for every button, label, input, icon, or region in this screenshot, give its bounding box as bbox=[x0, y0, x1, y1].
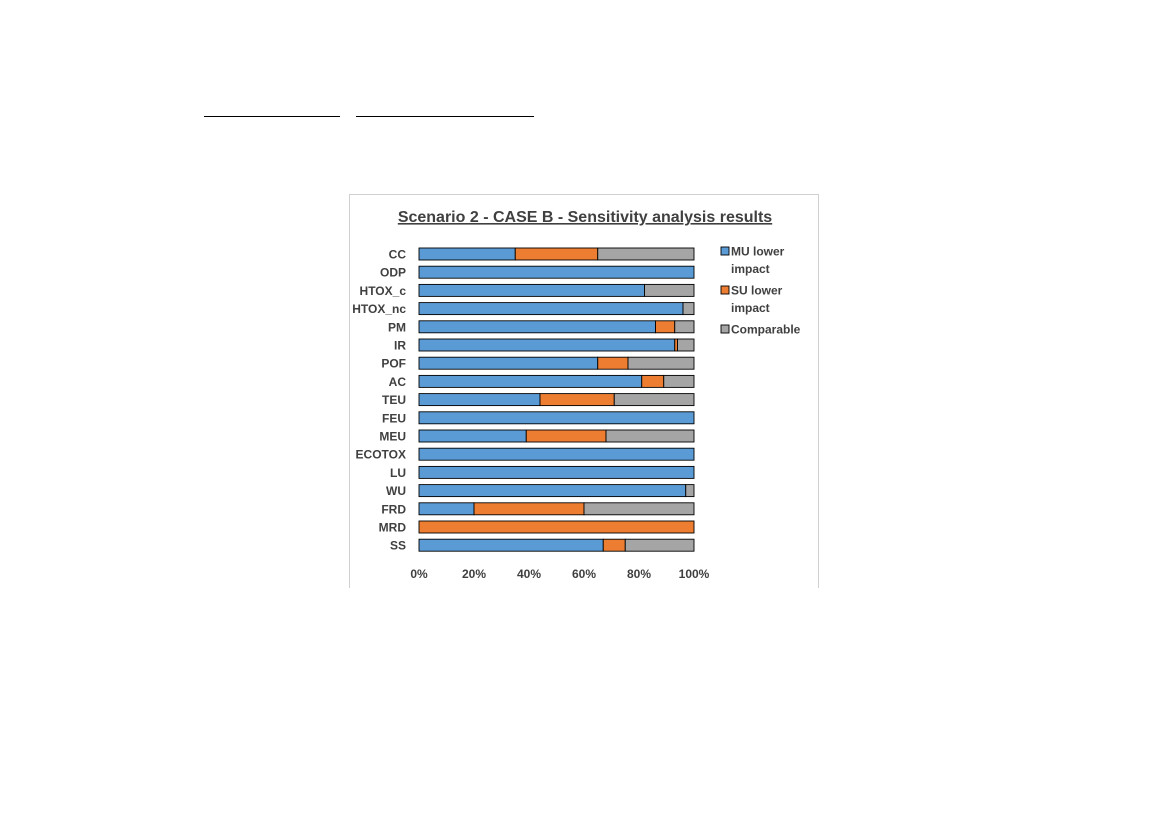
bar-ir-comparable bbox=[677, 338, 695, 352]
bar-lu-mu-lower-impact bbox=[418, 465, 695, 479]
legend-swatch-comparable bbox=[720, 324, 730, 334]
bar-wu-mu-lower-impact bbox=[418, 484, 687, 498]
bar-ecotox-mu-lower-impact bbox=[418, 447, 695, 461]
x-tick-60: 60% bbox=[572, 567, 596, 581]
category-label-ac: AC bbox=[389, 375, 407, 389]
category-label-ecotox: ECOTOX bbox=[356, 448, 406, 462]
category-labels: CC ODP HTOX_c HTOX_nc PM IR POF AC TEU FEU MEU ECOT… bbox=[352, 248, 406, 553]
category-label-ir: IR bbox=[394, 339, 406, 353]
category-label-lu: LU bbox=[390, 466, 406, 480]
bar-meu-comparable bbox=[605, 429, 695, 443]
x-tick-20: 20% bbox=[462, 567, 486, 581]
bar-frd-su-lower-impact bbox=[473, 502, 585, 516]
category-label-htox-c: HTOX_c bbox=[360, 284, 407, 298]
bar-pof-mu-lower-impact bbox=[418, 356, 599, 370]
bar-cc-mu-lower-impact bbox=[418, 247, 516, 261]
bar-htox-nc-mu-lower-impact bbox=[418, 302, 684, 316]
bar-teu-comparable bbox=[613, 393, 695, 407]
category-label-frd: FRD bbox=[381, 502, 406, 516]
bar-ac-mu-lower-impact bbox=[418, 374, 643, 388]
bar-htox-c-comparable bbox=[644, 283, 695, 297]
legend-label-comparable: Comparable bbox=[731, 323, 801, 337]
legend-label-su-lower-impact: SU lower impact bbox=[731, 284, 783, 316]
bar-cc-su-lower-impact bbox=[514, 247, 599, 261]
category-label-odp: ODP bbox=[380, 266, 406, 280]
bar-ss-su-lower-impact bbox=[602, 538, 626, 552]
legend-swatch-su-lower-impact bbox=[720, 285, 730, 295]
category-label-pm: PM bbox=[388, 320, 406, 334]
bar-meu-su-lower-impact bbox=[525, 429, 607, 443]
x-tick-100: 100% bbox=[679, 567, 710, 581]
bar-ss-mu-lower-impact bbox=[418, 538, 604, 552]
bar-pm-su-lower-impact bbox=[655, 320, 676, 334]
bar-teu-su-lower-impact bbox=[539, 393, 615, 407]
category-label-wu: WU bbox=[386, 484, 406, 498]
stacked-bar-chart: Scenario 2 - CASE B - Sensitivity analys… bbox=[352, 209, 801, 581]
bar-mrd-su-lower-impact bbox=[418, 520, 695, 534]
bar-ir-mu-lower-impact bbox=[418, 338, 676, 352]
category-label-ss: SS bbox=[390, 539, 406, 553]
legend-label-mu-lower-impact: MU lower impact bbox=[731, 245, 785, 277]
category-label-cc: CC bbox=[389, 248, 407, 262]
x-axis-ticks: 0% 20% 40% 60% 80% 100% bbox=[410, 567, 709, 581]
x-tick-80: 80% bbox=[627, 567, 651, 581]
bar-ac-comparable bbox=[663, 374, 695, 388]
category-label-teu: TEU bbox=[382, 393, 406, 407]
legend: MU lower impact SU lower impact Comparable bbox=[720, 245, 801, 337]
bar-htox-nc-comparable bbox=[682, 302, 695, 316]
bar-pof-comparable bbox=[627, 356, 695, 370]
legend-swatch-mu-lower-impact bbox=[720, 246, 730, 256]
bar-wu-comparable bbox=[685, 484, 695, 498]
bar-ss-comparable bbox=[624, 538, 695, 552]
bars bbox=[418, 247, 695, 552]
x-tick-40: 40% bbox=[517, 567, 541, 581]
category-label-mrd: MRD bbox=[379, 521, 407, 535]
x-tick-0: 0% bbox=[410, 567, 428, 581]
bar-pm-mu-lower-impact bbox=[418, 320, 656, 334]
bar-teu-mu-lower-impact bbox=[418, 393, 541, 407]
bar-odp-mu-lower-impact bbox=[418, 265, 695, 279]
chart-title: Scenario 2 - CASE B - Sensitivity analys… bbox=[398, 209, 772, 226]
chart-container: Scenario 2 - CASE B - Sensitivity analys… bbox=[349, 194, 819, 588]
bar-meu-mu-lower-impact bbox=[418, 429, 527, 443]
category-label-feu: FEU bbox=[382, 411, 406, 425]
bar-feu-mu-lower-impact bbox=[418, 411, 695, 425]
bar-frd-comparable bbox=[583, 502, 695, 516]
category-label-meu: MEU bbox=[379, 430, 406, 444]
bar-pof-su-lower-impact bbox=[597, 356, 629, 370]
bar-ac-su-lower-impact bbox=[641, 374, 665, 388]
header-rule-right bbox=[356, 116, 534, 117]
category-label-pof: POF bbox=[381, 357, 406, 371]
category-label-htox-nc: HTOX_nc bbox=[352, 302, 406, 316]
bar-pm-comparable bbox=[674, 320, 695, 334]
header-rule-left bbox=[204, 116, 340, 117]
bar-cc-comparable bbox=[597, 247, 695, 261]
bar-frd-mu-lower-impact bbox=[418, 502, 475, 516]
bar-htox-c-mu-lower-impact bbox=[418, 283, 645, 297]
